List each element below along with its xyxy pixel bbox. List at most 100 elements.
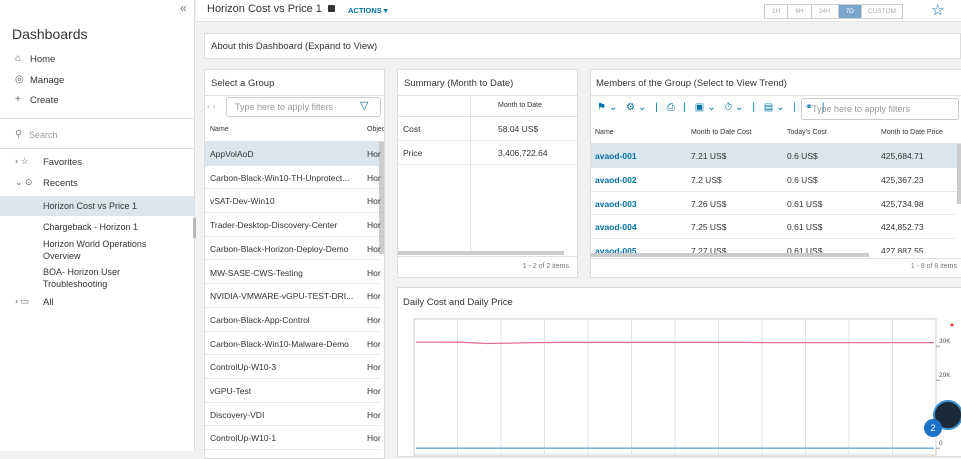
tree-item[interactable]: All <box>43 297 54 308</box>
group-row[interactable]: NVIDIA-VMWARE-vGPU-TEST-DRI... Hor <box>205 284 381 308</box>
group-row[interactable]: vSAT-Dev-Win10 Hor <box>205 189 381 214</box>
group-name[interactable]: Carbon-Black-App-Control <box>210 314 310 325</box>
member-name[interactable]: avaod-001 <box>595 151 637 161</box>
nav-arrows[interactable]: ‹ › <box>207 101 216 111</box>
group-row[interactable]: Carbon-Black-App-Control Hor <box>205 308 381 332</box>
recent-item[interactable]: Chargeback - Horizon 1 <box>0 217 194 237</box>
group-name[interactable]: Carbon-Black-Win10-TH-Unprotect... <box>210 172 350 183</box>
group-name[interactable]: AppVolAoD <box>210 149 254 159</box>
filter-icon[interactable]: ▽ <box>360 100 369 112</box>
time-range-button[interactable]: 7D <box>837 5 861 18</box>
group-type[interactable]: Hor <box>367 172 381 183</box>
column-header: Today's Cost <box>787 129 827 136</box>
group-row[interactable]: vGPU-Test Hor <box>205 379 381 403</box>
group-type[interactable]: Hor <box>367 291 381 302</box>
group-name[interactable]: Carbon-Black-Win10-Malware-Demo <box>210 338 349 349</box>
group-row[interactable]: Trader-Desktop-Discovery-Center Hor <box>205 213 381 237</box>
tree-toggle[interactable]: › ▭ <box>15 296 30 306</box>
nav-item[interactable]: Home <box>30 54 56 65</box>
group-type[interactable]: Hor <box>367 196 381 207</box>
scroll-thumb[interactable] <box>193 218 196 238</box>
member-name[interactable]: avaod-002 <box>595 174 637 185</box>
collapse-button[interactable]: « <box>180 1 187 15</box>
group-row[interactable]: MW-SASE-CWS-Testing Hor <box>205 261 381 285</box>
filter-input[interactable]: Type here to apply filters ▽ <box>226 97 381 117</box>
time-range-button[interactable]: 1H <box>765 5 788 18</box>
tree-toggle[interactable]: › ☆ <box>15 156 29 166</box>
recent-label[interactable]: Horizon Cost vs Price 1 <box>43 201 138 211</box>
nav-icon[interactable]: ◎ <box>15 73 24 85</box>
group-row[interactable]: ControlUp-W10-3 Hor <box>205 355 381 379</box>
group-type[interactable]: Hor <box>367 433 381 444</box>
toolbar[interactable]: ⚑⌄ ⚙⌄ | ⎙ | ▣⌄ ⏱⌄ | ▤⌄ | ⚭ | <box>597 102 828 113</box>
scrollbar[interactable] <box>591 253 869 257</box>
legend-dot <box>950 323 954 327</box>
scrollbar[interactable] <box>398 251 564 255</box>
member-row[interactable]: avaod-002 7.2 US$ 0.6 US$ 425,367.23 <box>591 168 957 192</box>
member-name[interactable]: avaod-004 <box>595 222 637 233</box>
time-range-button[interactable]: CUSTOM <box>860 5 902 18</box>
group-row[interactable]: Carbon-Black-Win10-TH-Unprotect... Hor <box>205 166 381 190</box>
group-row[interactable]: AppVolAoD Hor <box>205 142 381 166</box>
recent-label[interactable]: Chargeback - Horizon 1 <box>43 222 139 232</box>
group-name[interactable]: Carbon-Black-Horizon-Deploy-Demo <box>210 243 349 254</box>
group-type[interactable]: Hor <box>367 267 381 278</box>
tree-toggle[interactable]: ⌄ ⊙ <box>15 177 33 187</box>
nav-icon[interactable]: + <box>15 94 21 105</box>
group-row[interactable]: Carbon-Black-Win10-Malware-Demo Hor <box>205 332 381 356</box>
dashboard-title: Horizon Cost vs Price 1 <box>207 3 322 15</box>
group-name[interactable]: vGPU-Test <box>210 386 252 396</box>
member-row[interactable]: avaod-001 7.21 US$ 0.6 US$ 425,684.71 <box>591 144 957 168</box>
group-type[interactable]: Hor <box>367 409 381 420</box>
group-type[interactable]: Hor <box>367 220 381 231</box>
notification-badge[interactable]: 2 <box>924 419 942 437</box>
group-name[interactable]: Trader-Desktop-Discovery-Center <box>210 220 338 231</box>
group-name[interactable]: MW-SASE-CWS-Testing <box>210 267 303 278</box>
time-range-button[interactable]: 6H <box>787 5 811 18</box>
group-type[interactable]: Hor <box>367 386 381 396</box>
nav-item[interactable]: Create <box>30 95 59 106</box>
member-cell: 425,684.71 <box>881 151 924 161</box>
group-type[interactable]: Hor <box>367 149 381 159</box>
series-line <box>416 341 934 345</box>
member-row[interactable]: avaod-004 7.25 US$ 0.61 US$ 424,852.73 <box>591 215 957 240</box>
group-type[interactable]: Hor <box>367 314 381 325</box>
time-range-button[interactable]: 24H <box>810 5 838 18</box>
group-row[interactable]: ControlUp-W10-1 Hor <box>205 426 381 451</box>
filter-input[interactable]: Type here to apply filters <box>801 98 959 120</box>
search-input[interactable]: Search <box>29 130 58 140</box>
scrollbar[interactable] <box>379 142 384 254</box>
member-name[interactable]: avaod-003 <box>595 198 637 209</box>
group-name[interactable]: ControlUp-W10-1 <box>210 433 277 444</box>
group-type[interactable]: Hor <box>367 362 381 373</box>
recent-label[interactable]: BOA- Horizon User Troubleshooting <box>43 267 121 289</box>
tree-item[interactable]: Favorites <box>43 157 83 168</box>
group-type[interactable]: Hor <box>367 243 381 254</box>
group-row[interactable]: Carbon-Black-Horizon-Deploy-Demo Hor <box>205 237 381 261</box>
group-type[interactable]: Hor <box>367 338 381 349</box>
scrollbar[interactable] <box>957 144 961 204</box>
nav-icon[interactable]: ⌂ <box>15 53 22 64</box>
about-title[interactable]: About this Dashboard (Expand to View) <box>211 41 378 52</box>
group-name[interactable]: Discovery-VDI <box>210 409 265 420</box>
recent-item[interactable]: BOA- Horizon User Troubleshooting <box>0 265 194 291</box>
nav-item[interactable]: Manage <box>30 74 65 86</box>
assistant-icon[interactable] <box>933 400 961 430</box>
recent-label[interactable]: Horizon World Operations Overview <box>43 239 147 261</box>
about-panel[interactable]: About this Dashboard (Expand to View) <box>204 33 961 59</box>
group-name[interactable]: ControlUp-W10-3 <box>210 362 277 373</box>
favorite-star[interactable]: ☆ <box>931 2 945 19</box>
actions-menu[interactable]: ACTIONS ▾ <box>348 6 388 15</box>
tree-item[interactable]: Recents <box>43 178 78 189</box>
member-name[interactable]: avaod-005 <box>595 246 637 253</box>
recent-item[interactable]: Horizon Cost vs Price 1 <box>0 196 194 216</box>
recent-item[interactable]: Horizon World Operations Overview <box>0 237 194 263</box>
member-row[interactable]: avaod-005 7.27 US$ 0.61 US$ 427,887.55 <box>591 239 957 253</box>
panel-title: Select a Group <box>211 78 275 89</box>
group-row[interactable]: Discovery-VDI Hor <box>205 403 381 427</box>
actions-label[interactable]: ACTIONS <box>348 6 382 15</box>
group-name[interactable]: vSAT-Dev-Win10 <box>210 196 275 207</box>
column-header: Month to Date Cost <box>691 129 752 136</box>
group-name[interactable]: NVIDIA-VMWARE-vGPU-TEST-DRI... <box>210 291 354 302</box>
member-row[interactable]: avaod-003 7.26 US$ 0.61 US$ 425,734.98 <box>591 192 957 216</box>
